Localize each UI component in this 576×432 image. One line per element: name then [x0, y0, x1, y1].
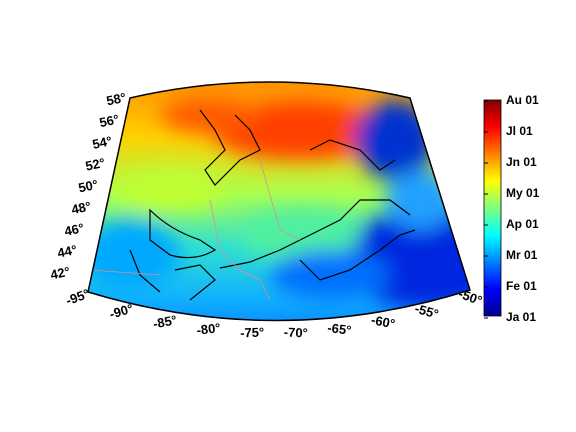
lon-label: -65° [327, 320, 353, 338]
borders [89, 159, 301, 301]
lon-label: -95° [64, 286, 92, 308]
longitude-labels: -95° -90° -85° -80° -75° -70° -65° -60° -55° -50° [64, 286, 484, 341]
lon-label: -90° [108, 301, 135, 322]
lat-label: 44° [56, 242, 78, 261]
lon-label: -50° [457, 286, 485, 308]
colorbar-label: My 01 [506, 186, 540, 200]
lat-label: 58° [105, 90, 127, 109]
colorbar-label: Fe 01 [506, 279, 537, 293]
colorbar-scale [483, 99, 502, 317]
coastlines [129, 109, 416, 301]
lat-label: 54° [91, 133, 113, 152]
lon-label: -75° [240, 325, 265, 341]
lon-label: -70° [284, 325, 309, 341]
colorbar-label: Jn 01 [506, 155, 537, 169]
lat-label: 50° [77, 177, 99, 196]
map-frame [87, 81, 471, 322]
colorbar-label: Jl 01 [506, 124, 533, 138]
lat-label: 56° [98, 111, 120, 130]
colorbar: Ja 01 Fe 01 Mr 01 Ap 01 My 01 Jn 01 Jl 01 Au 01 [483, 93, 540, 324]
lon-label: -55° [413, 301, 440, 322]
colorbar-label: Ja 01 [506, 310, 536, 324]
colorbar-label: Mr 01 [506, 248, 538, 262]
lon-label: -85° [152, 312, 178, 331]
lat-label: 52° [84, 155, 106, 174]
lat-label: 42° [49, 264, 71, 283]
latitude-labels: 42° 44° 46° 48° 50° 52° 54° 56° 58° [49, 90, 127, 283]
lat-label: 48° [70, 198, 92, 217]
colorbar-label: Ap 01 [506, 217, 539, 231]
lon-label: -60° [370, 312, 396, 331]
colorbar-label: Au 01 [506, 93, 539, 107]
lon-label: -80° [196, 320, 222, 338]
map-raster [88, 82, 470, 321]
lat-label: 46° [63, 220, 85, 239]
